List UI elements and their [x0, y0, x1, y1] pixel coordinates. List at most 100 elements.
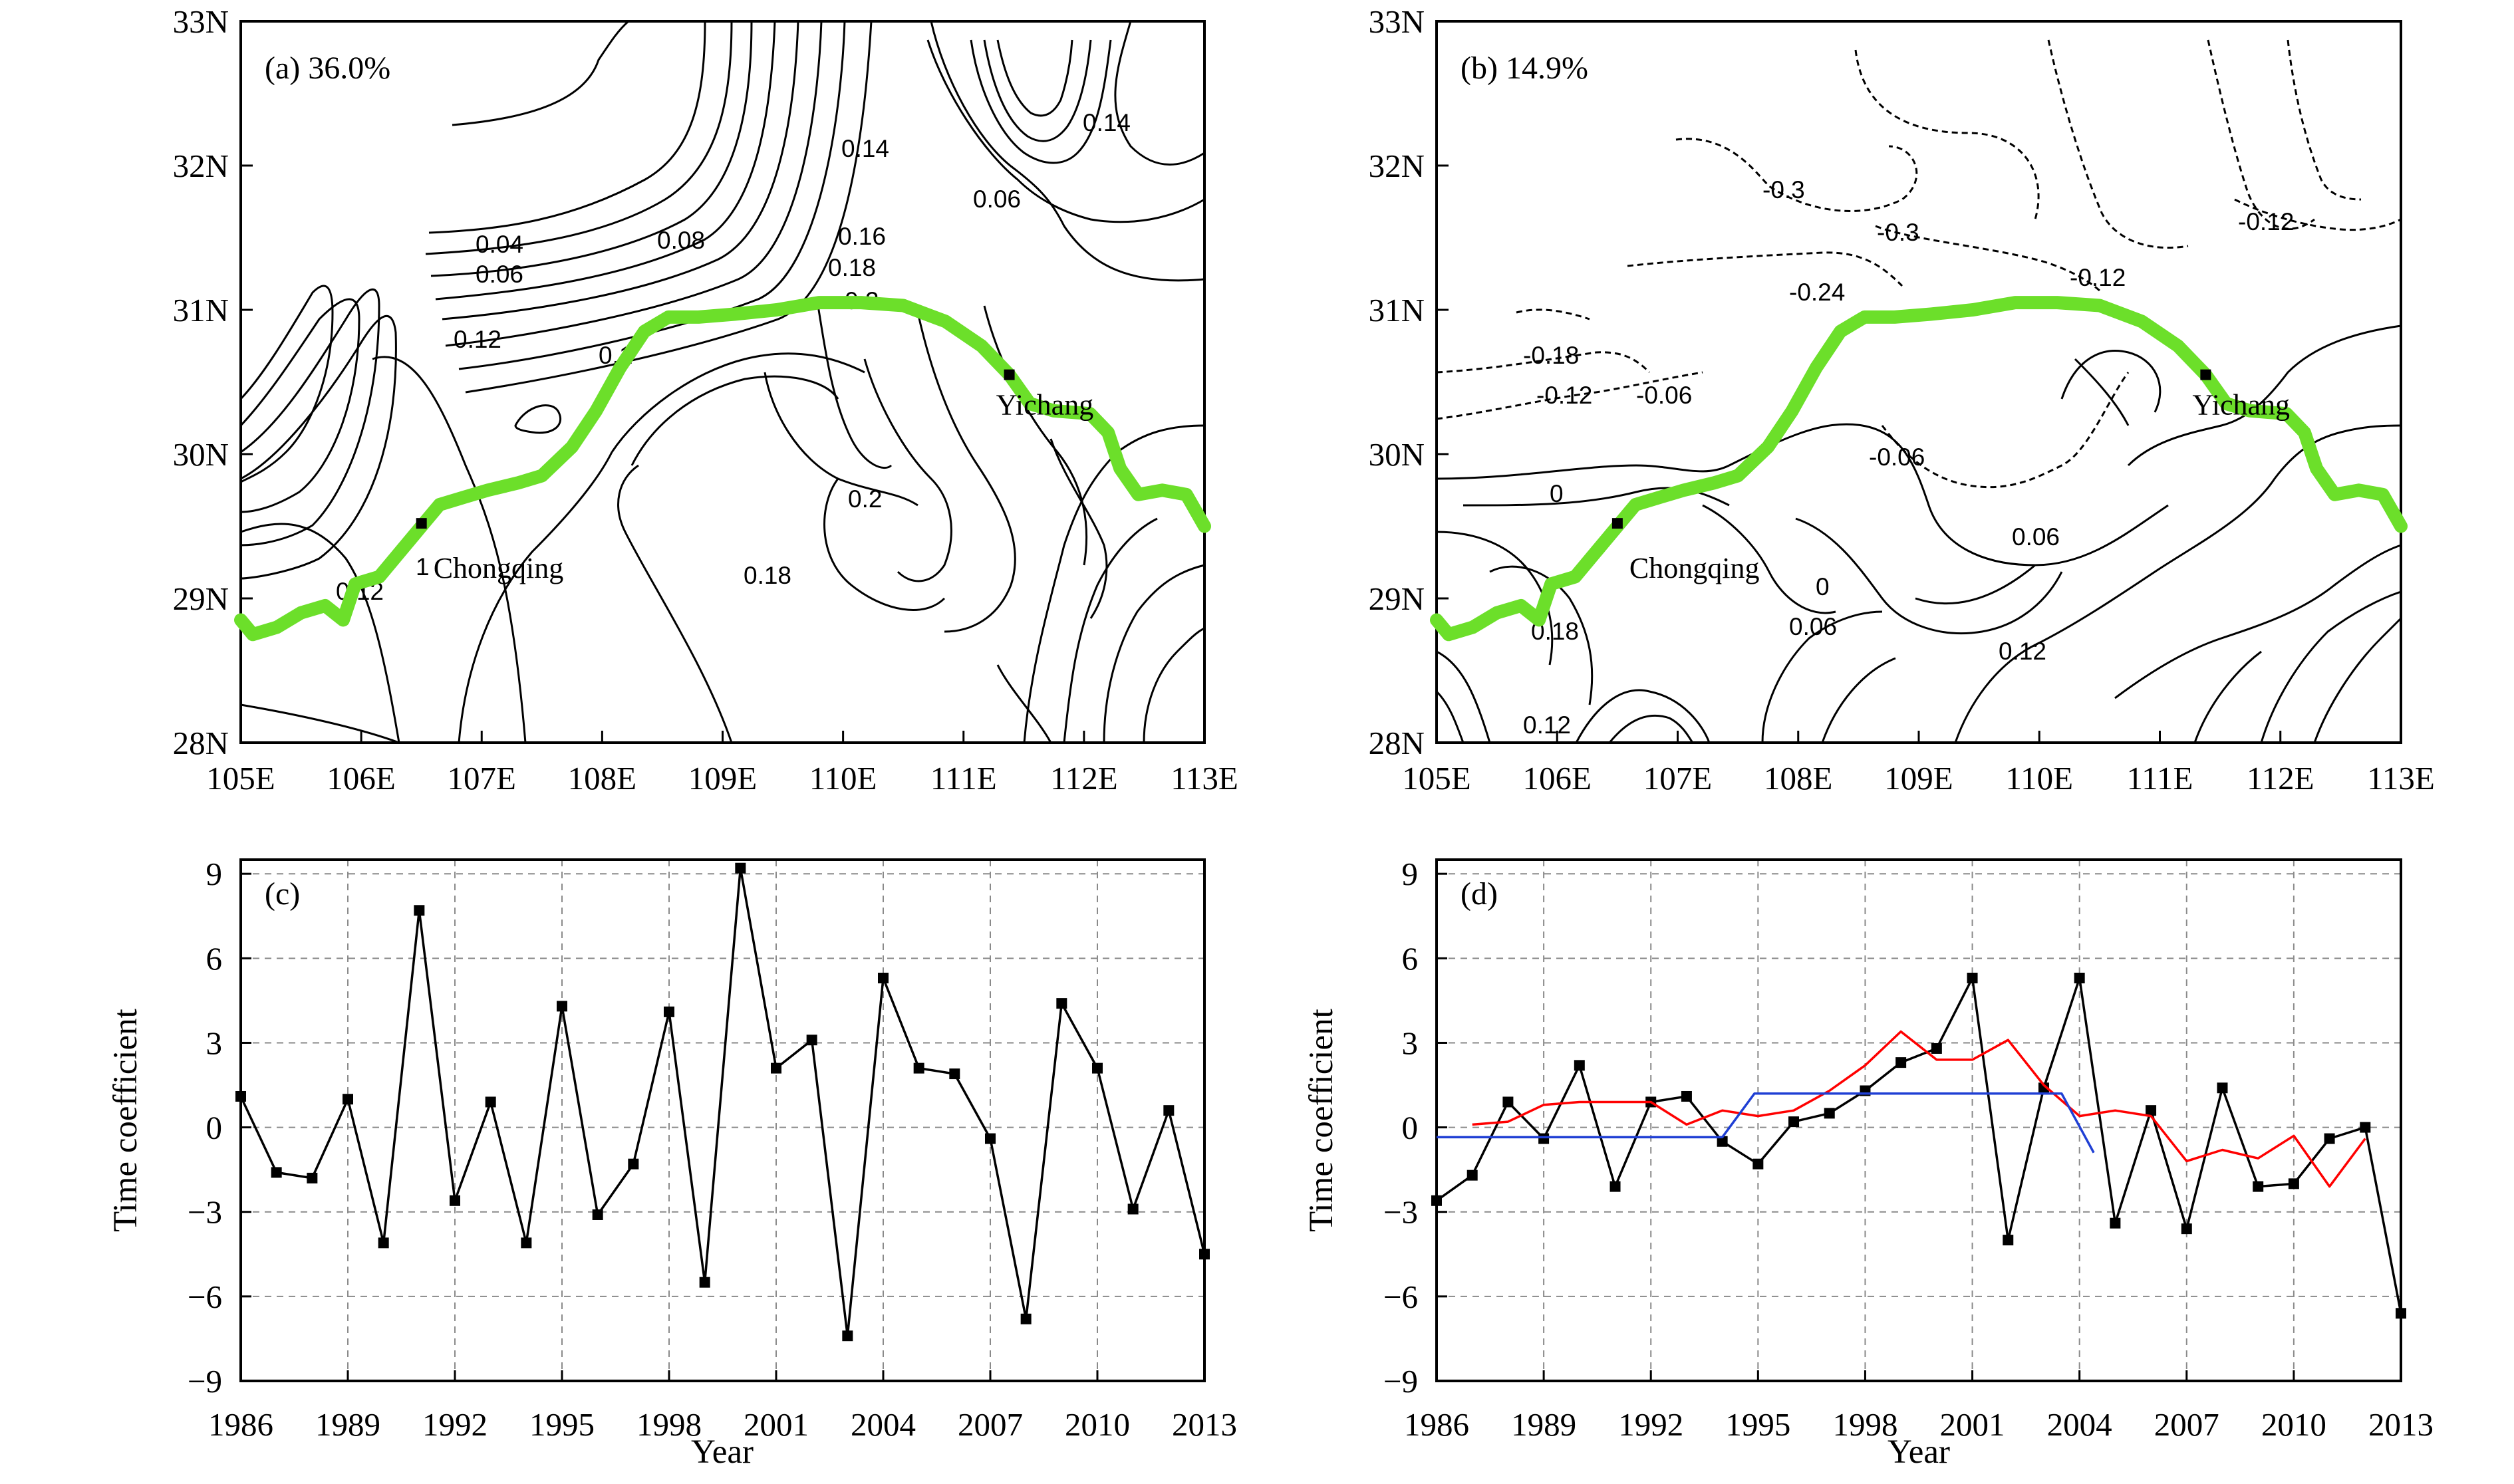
contour-line — [430, 21, 753, 277]
contour-label: 0.12 — [1999, 638, 2046, 665]
contour-label: -0.06 — [1869, 443, 1925, 471]
data-point — [485, 1096, 496, 1108]
data-point — [1020, 1313, 1032, 1324]
panel-d-series — [1431, 972, 2406, 1319]
series-line-0 — [1435, 977, 2402, 1314]
lat-tick-label: 33N — [173, 3, 229, 40]
x-tick-label: 2013 — [1172, 1406, 1237, 1443]
contour-line — [1761, 610, 1883, 743]
contour-line — [239, 285, 334, 483]
contour-line — [2127, 324, 2402, 467]
lat-tick-label: 30N — [1369, 436, 1425, 473]
panel-c-axes: 1986 1989 1992 1995 1998 2001 2004 2007 2010 2013… — [188, 856, 1237, 1443]
x-tick-label: 1989 — [1511, 1406, 1576, 1443]
x-tick-label: 1986 — [1404, 1406, 1469, 1443]
panel-d-frame — [1435, 858, 2402, 1382]
contour-line-dashed — [2047, 39, 2189, 249]
contour-line — [1954, 424, 2402, 743]
panel-a-map: 0.04 0.06 0.08 0.12 0.1 0.14 0.16 0.18 0… — [173, 3, 1238, 797]
y-tick-label: 0 — [206, 1110, 223, 1146]
contour-line-dashed — [1854, 49, 2040, 220]
panel-b-map: -0.3 -0.3 -0.12 -0.24 -0.12 -0.18 -0.12 … — [1369, 3, 2435, 797]
panel-b-contours — [1435, 39, 2402, 743]
lon-tick-label: 107E — [1643, 760, 1712, 797]
data-point — [2003, 1235, 2014, 1246]
data-point — [2217, 1082, 2228, 1094]
contour-line — [823, 478, 946, 611]
lat-tick-label: 28N — [1369, 725, 1425, 761]
contour-line — [617, 464, 733, 743]
data-point — [2360, 1122, 2371, 1133]
panel-d-grid — [1436, 860, 2402, 1381]
lon-tick-label: 109E — [1884, 760, 1953, 797]
contour-line — [240, 703, 400, 744]
y-tick-label: 6 — [1402, 940, 1419, 977]
contour-label: -0.12 — [2238, 208, 2294, 235]
lon-tick-label: 110E — [809, 760, 877, 797]
lon-tick-label: 105E — [206, 760, 275, 797]
contour-line — [1821, 657, 1896, 743]
lat-tick-label: 30N — [173, 436, 229, 473]
data-point — [2038, 1082, 2049, 1094]
lon-tick-label: 110E — [2005, 760, 2073, 797]
data-point — [378, 1237, 389, 1249]
data-point — [1967, 972, 1978, 983]
data-point — [985, 1133, 996, 1144]
lon-tick-label: 111E — [930, 760, 997, 797]
contour-label: 0.06 — [476, 261, 523, 288]
panel-d-axes: 1986 1989 1992 1995 1998 2001 2004 2007 2010 2013… — [1383, 856, 2434, 1443]
series-line-1 — [1472, 1030, 2366, 1188]
contour-line-dashed — [1675, 138, 1918, 212]
data-point — [1717, 1136, 1728, 1147]
contour-label: -0.06 — [1636, 382, 1692, 409]
data-point — [2396, 1308, 2406, 1319]
y-tick-label: 0 — [1402, 1110, 1419, 1146]
data-point — [2253, 1181, 2264, 1192]
contour-label: 0.2 — [848, 485, 882, 513]
contour-line-dashed — [1516, 309, 1590, 320]
data-point — [1609, 1181, 1621, 1192]
data-point — [557, 1001, 567, 1012]
data-point — [1466, 1170, 1478, 1181]
contour-line-dashed — [2287, 39, 2362, 201]
contour-line — [996, 664, 1052, 743]
data-point — [1092, 1062, 1103, 1074]
panel-c-grid — [240, 860, 1205, 1381]
contour-line — [1915, 564, 2036, 605]
y-tick-label: −9 — [188, 1363, 222, 1400]
panel-c-series — [235, 862, 1210, 1342]
contour-line — [2193, 650, 2262, 743]
contour-label: 0.08 — [657, 227, 705, 254]
panel-a-frame — [239, 20, 1206, 744]
city-marker-chongqing — [416, 518, 427, 529]
y-tick-label: −3 — [188, 1194, 222, 1231]
lon-tick-label: 106E — [327, 760, 395, 797]
data-point — [235, 1090, 246, 1102]
x-tick-label: 2013 — [2368, 1406, 2434, 1443]
contour-line-dashed — [1875, 225, 2103, 294]
panel-a-contour-labels: 0.04 0.06 0.08 0.12 0.1 0.14 0.16 0.18 0… — [336, 109, 1131, 605]
y-tick-label: 3 — [1402, 1025, 1419, 1061]
contour-line — [983, 305, 1088, 566]
contour-line — [916, 312, 1016, 633]
contour-line — [1103, 564, 1205, 743]
x-tick-label: 2007 — [2154, 1406, 2219, 1443]
panel-b-river — [1430, 296, 2408, 642]
contour-label: 0.12 — [1523, 711, 1571, 739]
y-tick-label: −6 — [1383, 1279, 1418, 1315]
data-point — [878, 972, 889, 983]
contour-line — [1436, 531, 1554, 666]
lon-tick-label: 113E — [1171, 760, 1238, 797]
lat-tick-label: 33N — [1369, 3, 1425, 40]
contour-line — [425, 21, 733, 255]
lat-tick-label: 29N — [173, 580, 229, 617]
data-point — [735, 862, 746, 874]
contour-label: -0.3 — [1877, 219, 1919, 246]
x-tick-label: 2004 — [851, 1406, 916, 1443]
contour-line — [1436, 650, 1491, 743]
contour-line — [1575, 689, 1711, 743]
series-line-0 — [239, 866, 1206, 1337]
data-point — [2110, 1217, 2121, 1229]
y-tick-label: 9 — [1402, 856, 1419, 892]
x-tick-label: 2001 — [744, 1406, 809, 1443]
